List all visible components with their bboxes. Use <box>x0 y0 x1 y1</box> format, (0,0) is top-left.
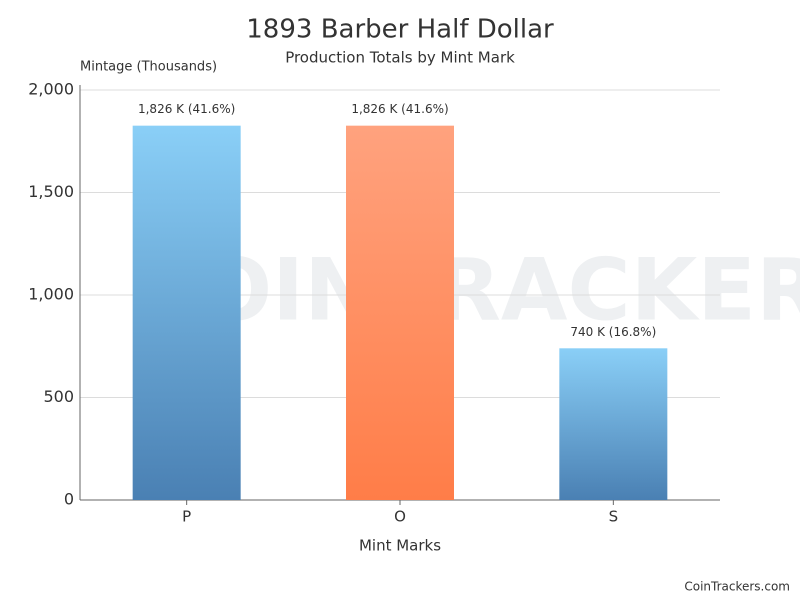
x-tick-label: P <box>182 508 191 526</box>
value-label: 740 K (16.8%) <box>570 325 656 339</box>
y-tick-label: 500 <box>43 387 74 406</box>
value-label: 1,826 K (41.6%) <box>138 102 235 116</box>
y-tick-label: 2,000 <box>28 80 74 99</box>
x-axis-label: Mint Marks <box>359 537 441 555</box>
y-tick-label: 0 <box>64 490 74 509</box>
y-axis-label: Mintage (Thousands) <box>80 60 217 75</box>
bar <box>133 126 241 500</box>
bar <box>559 348 667 500</box>
x-tick-label: O <box>394 508 406 526</box>
x-tick-label: S <box>609 508 619 526</box>
chart-title: 1893 Barber Half Dollar <box>246 15 554 45</box>
bar <box>346 126 454 500</box>
credit: CoinTrackers.com <box>684 580 790 594</box>
y-tick-label: 1,500 <box>28 182 74 201</box>
value-label: 1,826 K (41.6%) <box>351 102 448 116</box>
chart-subtitle: Production Totals by Mint Mark <box>285 49 515 67</box>
y-tick-label: 1,000 <box>28 285 74 304</box>
